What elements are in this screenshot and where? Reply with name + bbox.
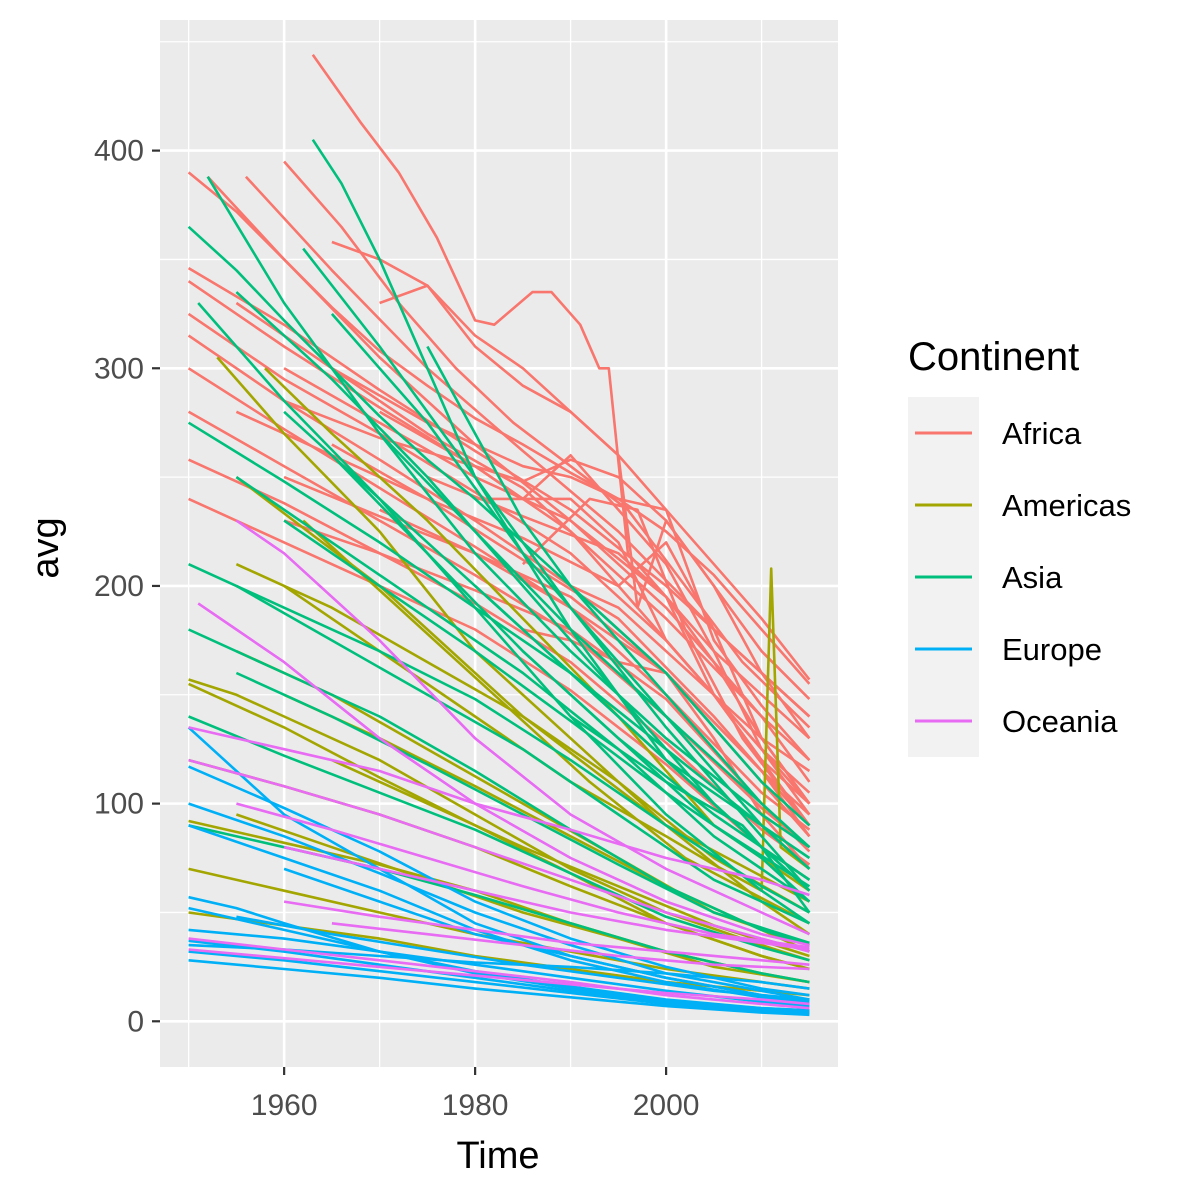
legend-title: Continent (908, 335, 1079, 379)
series-line-europe (188, 802, 810, 1001)
series-line-oceania (188, 937, 810, 1010)
x-tick-label: 1980 (442, 1089, 509, 1122)
series-line-asia (235, 476, 811, 903)
y-tick-label: 300 (94, 352, 144, 385)
legend-entries: Africa Americas Asia Europe Oceania (915, 416, 1131, 739)
series-line-asia (235, 671, 810, 945)
legend-label-asia: Asia (1002, 560, 1063, 595)
series-line-asia (378, 432, 811, 849)
series-line-africa (378, 410, 811, 816)
series-line-americas (235, 813, 810, 984)
series-line-africa (521, 497, 811, 827)
series-line-africa (426, 475, 811, 805)
series-line-africa (331, 367, 811, 805)
series-line-asia (569, 715, 811, 914)
series-line-europe (188, 950, 810, 1014)
series-line-oceania (235, 519, 810, 936)
series-line-africa (311, 54, 811, 773)
series-line-asia (187, 421, 811, 870)
legend-label-africa: Africa (1002, 416, 1082, 451)
y-axis-title: avg (25, 517, 67, 578)
series-line-oceania (283, 845, 810, 951)
series-line-europe (283, 867, 810, 1006)
series-line-americas (235, 476, 811, 903)
series-line-africa (283, 160, 811, 729)
series-line-africa (570, 584, 811, 805)
series-line-oceania (188, 948, 810, 1006)
series-line-europe (188, 765, 810, 997)
legend-label-americas: Americas (1002, 488, 1131, 523)
series-line-europe (236, 915, 810, 1001)
series-line-asia (197, 302, 811, 925)
series-line-oceania (188, 726, 810, 897)
legend-label-europe: Europe (1002, 632, 1102, 667)
series-line-oceania (331, 922, 810, 971)
series-line-asia (283, 519, 811, 903)
x-axis: 1960 1980 2000 (251, 1067, 700, 1122)
series-line-americas (283, 567, 811, 893)
series-line-africa (187, 367, 811, 831)
series-line-africa (283, 367, 811, 783)
series-line-africa (379, 284, 811, 701)
series-line-africa (331, 443, 811, 827)
series-line-europe (188, 928, 810, 1008)
series-line-oceania (236, 802, 810, 949)
x-tick-label: 2000 (633, 1089, 700, 1122)
series-line-asia (235, 584, 810, 925)
series-line-africa (187, 410, 811, 849)
y-tick-label: 0 (127, 1005, 144, 1038)
series-line-asia (330, 313, 811, 870)
series-lines (187, 54, 811, 1017)
x-axis-title: Time (456, 1135, 539, 1177)
x-tick-label: 1960 (251, 1089, 318, 1122)
series-line-asia (206, 176, 811, 849)
series-line-asia (474, 584, 811, 860)
y-tick-label: 200 (94, 570, 144, 603)
y-tick-label: 400 (94, 135, 144, 168)
series-line-americas (302, 519, 811, 925)
legend: Continent Africa Americas Asia Europe Oceani… (908, 335, 1131, 757)
legend-label-oceania: Oceania (1002, 704, 1118, 739)
series-line-africa (235, 301, 811, 761)
y-axis: 0 100 200 300 400 (94, 135, 160, 1038)
series-line-americas (188, 678, 810, 962)
series-line-africa (283, 399, 811, 740)
series-line-asia (188, 715, 810, 962)
series-line-oceania (188, 758, 810, 953)
series-line-europe (188, 959, 810, 1017)
y-tick-label: 100 (94, 788, 144, 821)
series-line-oceania (283, 900, 810, 966)
